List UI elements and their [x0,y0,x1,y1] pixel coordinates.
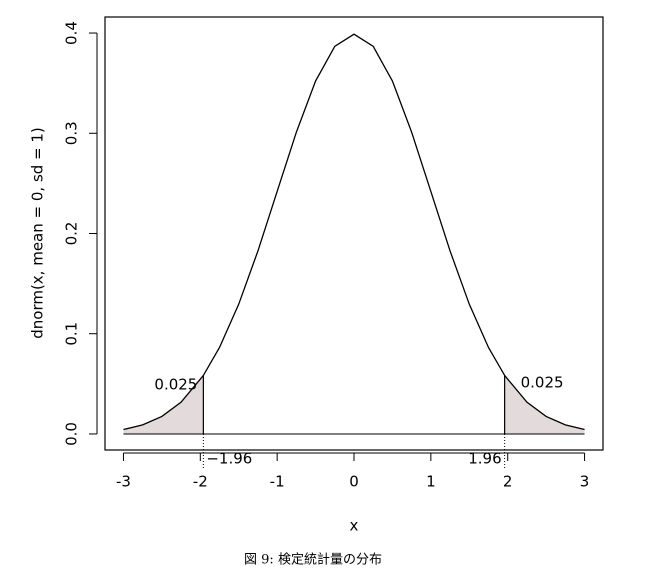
y-tick-label: 0.0 [63,422,81,446]
y-tick-label: 0.3 [63,121,81,145]
y-tick-label: 0.1 [63,322,81,346]
x-tick-label: 1 [426,473,436,491]
x-tick-label: -1 [270,473,285,491]
tail-area-label: 0.025 [154,376,197,394]
tail-area [504,375,585,434]
y-tick-label: 0.4 [63,21,81,45]
critical-label: −1.96 [206,450,252,468]
y-axis-label: dnorm(x, mean = 0, sd = 1) [29,127,47,339]
x-axis-label: x [350,517,359,535]
tail-area [123,375,204,434]
x-tick-label: 0 [349,473,359,491]
y-tick-label: 0.2 [63,222,81,246]
tail-area-label: 0.025 [521,374,564,392]
x-tick-label: 3 [580,473,590,491]
density-curve [123,33,585,431]
plot-box [104,16,604,451]
x-tick-label: 2 [503,473,513,491]
caption: 図 9: 検定統計量の分布 [244,552,382,568]
critical-label: 1.96 [468,450,501,468]
x-tick-label: -2 [193,473,208,491]
x-tick-label: -3 [116,473,131,491]
